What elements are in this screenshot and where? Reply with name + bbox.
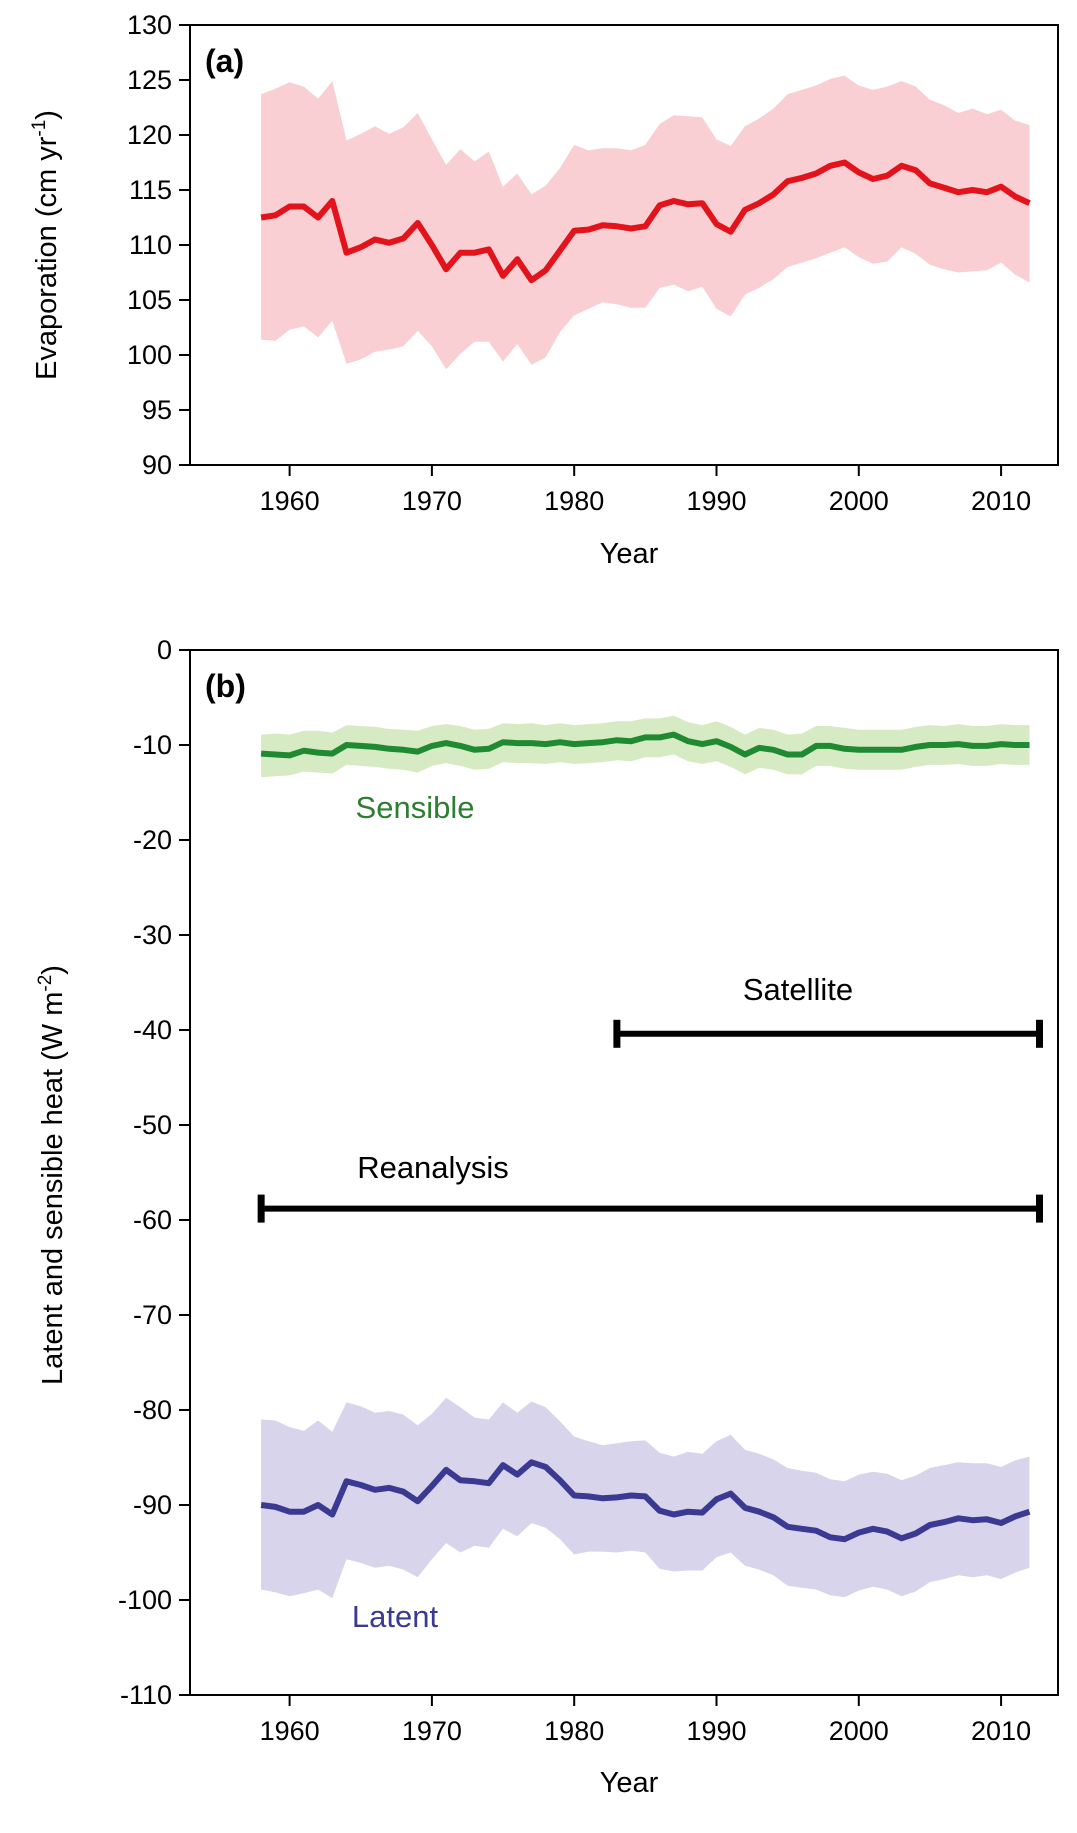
y-tick-label: -110 — [120, 1680, 172, 1710]
reanalysis-period-label: Reanalysis — [357, 1150, 509, 1185]
x-tick-label: 1990 — [686, 1716, 746, 1746]
y-tick-label: -50 — [133, 1110, 172, 1140]
x-tick-label: 2000 — [829, 486, 889, 516]
y-tick-label: 130 — [127, 10, 172, 40]
y-axis-label-text: Evaporation (cm yr — [31, 136, 63, 380]
y-tick-label: -20 — [133, 825, 172, 855]
x-tick-label: 2010 — [971, 1716, 1031, 1746]
y-axis-label-superscript: -2 — [35, 975, 56, 992]
x-tick-label: 1960 — [260, 1716, 320, 1746]
y-axis-label-superscript: -1 — [29, 120, 50, 137]
y-axis-label-tail: ) — [37, 965, 69, 975]
y-tick-label: 105 — [127, 285, 172, 315]
x-tick-label: 1970 — [402, 486, 462, 516]
x-axis-label: Year — [600, 538, 659, 570]
satellite-period-label: Satellite — [743, 972, 853, 1007]
x-axis-label: Year — [600, 1767, 659, 1799]
panel-b: -110-100-90-80-70-60-50-40-30-20-1001960… — [35, 635, 1059, 1799]
y-tick-label: -40 — [133, 1015, 172, 1045]
y-tick-label: 95 — [142, 395, 172, 425]
sensible-uncertainty-band — [261, 715, 1030, 778]
y-tick-label: 100 — [127, 340, 172, 370]
y-tick-label: -60 — [133, 1205, 172, 1235]
latent-series-label: Latent — [352, 1599, 439, 1634]
x-tick-label: 2000 — [829, 1716, 889, 1746]
y-tick-label: 90 — [142, 450, 172, 480]
y-axis-label: Latent and sensible heat (W m-2) — [35, 965, 69, 1385]
x-tick-label: 1990 — [686, 486, 746, 516]
y-tick-label: 110 — [129, 230, 172, 260]
y-tick-label: -30 — [133, 920, 172, 950]
latent-series-line — [260, 1459, 1031, 1543]
x-tick-label: 2010 — [971, 486, 1031, 516]
x-tick-label: 1980 — [544, 486, 604, 516]
panel-a: 90 95 100 105 110 115 120 125 130 1960 1970 1980 199… — [29, 10, 1059, 570]
panel-label: (a) — [205, 43, 244, 79]
panel-label: (b) — [205, 668, 246, 704]
y-tick-label: 115 — [129, 175, 172, 205]
y-tick-label: -90 — [133, 1490, 172, 1520]
y-tick-label: -80 — [133, 1395, 172, 1425]
x-tick-label: 1960 — [260, 486, 320, 516]
y-tick-label: -10 — [133, 730, 172, 760]
x-tick-label: 1970 — [402, 1716, 462, 1746]
y-axis-label: Evaporation (cm yr-1) — [29, 110, 63, 380]
sensible-series-line — [260, 731, 1030, 759]
y-axis-label-tail: ) — [31, 110, 63, 120]
x-tick-label: 1980 — [544, 1716, 604, 1746]
sensible-series-label: Sensible — [356, 790, 475, 825]
y-tick-label: -70 — [133, 1300, 172, 1330]
evaporation-series-line — [260, 159, 1031, 284]
plot-frame — [189, 649, 1059, 1696]
y-tick-label: 0 — [157, 635, 172, 665]
y-tick-label: -100 — [118, 1585, 172, 1615]
y-axis-label-text: Latent and sensible heat (W m — [37, 992, 69, 1385]
y-tick-label: 120 — [127, 120, 172, 150]
y-tick-label: 125 — [127, 65, 172, 95]
